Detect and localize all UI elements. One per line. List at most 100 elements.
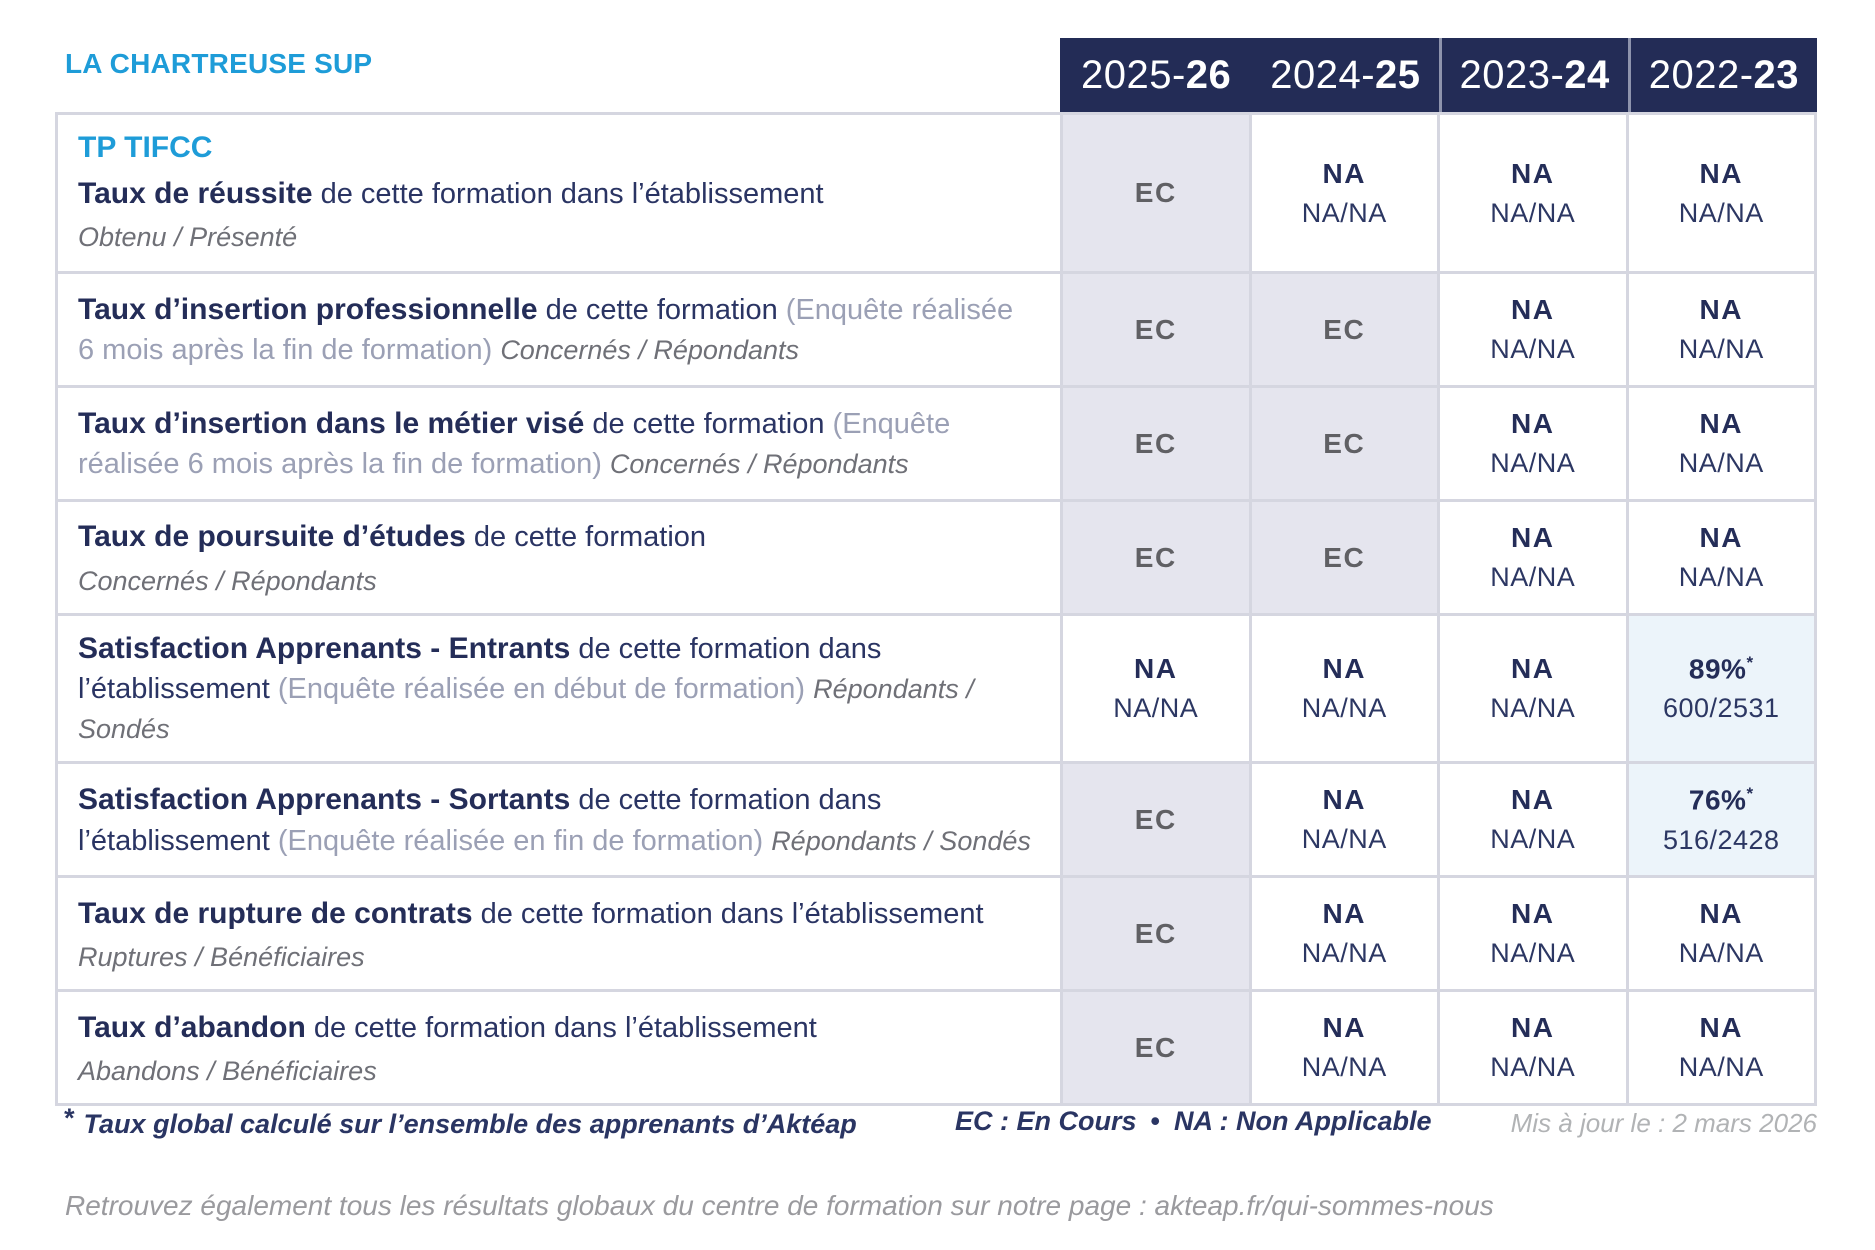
cell-detail: NA/NA (1301, 1052, 1387, 1083)
cell-value: NA (1322, 1012, 1366, 1044)
cell-detail: NA/NA (1678, 938, 1764, 969)
cell-value: EC (1134, 177, 1177, 208)
cell-2024-25: NA NA/NA (1248, 992, 1438, 1104)
cell-2022-23: NA NA/NA (1625, 502, 1815, 613)
cell-2025-26: EC (1060, 992, 1249, 1104)
cell-value: NA (1322, 898, 1366, 930)
table-body: TP TIFCC Taux de réussite de cette forma… (55, 112, 1817, 1107)
cell-2023-24: NA NA/NA (1437, 274, 1626, 385)
cell-value: NA (1134, 653, 1178, 685)
cell-2022-23: NA NA/NA (1625, 115, 1815, 271)
cell-2023-24: NA NA/NA (1437, 616, 1626, 762)
cell-2022-23-highlight: 76%* 516/2428 (1625, 764, 1814, 876)
cell-value: EC (1323, 427, 1366, 459)
row-title: Satisfaction Apprenants - Entrants (78, 632, 571, 665)
cell-2023-24: NA NA/NA (1437, 115, 1626, 271)
cell-value: EC (1323, 313, 1366, 345)
cell-value: NA (1322, 784, 1366, 816)
cell-value: NA (1511, 294, 1555, 325)
year-prefix: 2023- (1459, 52, 1565, 97)
cell-2025-26: EC (1060, 388, 1249, 499)
cell-2024-25: EC (1248, 388, 1437, 499)
asterisk-note-marker: * (1746, 784, 1754, 804)
cell-detail: NA/NA (1678, 562, 1764, 592)
cell-value: NA (1511, 157, 1555, 189)
row-title-line: Satisfaction Apprenants - Sortants de ce… (78, 779, 1034, 860)
cell-detail: NA/NA (1490, 1052, 1576, 1083)
row-survey-note: (Enquête réalisée 6 mois après la fin de… (78, 293, 1014, 367)
cell-value: NA (1511, 784, 1555, 816)
asterisk-note-marker: * (63, 1103, 74, 1133)
cell-detail: NA/NA (1113, 693, 1199, 724)
cell-value: EC (1134, 1031, 1177, 1063)
cell-value: EC (1134, 313, 1177, 345)
asterisk-note-marker: * (1746, 653, 1754, 673)
row-title-line: Taux d’insertion dans le métier visé de … (78, 403, 1034, 484)
cell-2022-23: NA NA/NA (1625, 992, 1815, 1104)
cell-2022-23: NA NA/NA (1625, 388, 1815, 499)
cell-detail: NA/NA (1678, 1052, 1764, 1083)
cell-detail: NA/NA (1678, 334, 1764, 364)
year-header-2024-25: 2024- 25 (1249, 38, 1439, 112)
row-description: de cette formation (473, 521, 707, 554)
cell-value: EC (1134, 541, 1177, 573)
cell-2024-25: NA NA/NA (1248, 878, 1438, 990)
row-title: Taux d’abandon (78, 1010, 306, 1044)
row-label: Taux de poursuite d’études de cette form… (58, 502, 1060, 613)
cell-value: NA (1511, 653, 1555, 685)
table-row-insertion-metier-vise: Taux d’insertion dans le métier visé de … (58, 385, 1814, 499)
row-sublabel: Ruptures / Bénéficiaires (78, 942, 365, 973)
cell-value: NA (1511, 898, 1555, 930)
year-suffix: 26 (1185, 52, 1232, 97)
cell-2024-25: NA NA/NA (1248, 616, 1438, 762)
cell-2025-26: NA NA/NA (1060, 616, 1249, 762)
row-title-line: Taux de rupture de contrats de cette for… (78, 893, 1034, 934)
cell-2024-25: EC (1248, 502, 1437, 613)
row-description: de cette formation dans l’établissement (78, 784, 882, 857)
table-row-satisfaction-sortants: Satisfaction Apprenants - Sortants de ce… (58, 761, 1814, 876)
cell-2025-26: EC (1060, 115, 1249, 271)
row-label: Taux d’abandon de cette formation dans l… (58, 992, 1060, 1103)
establishment-name: LA CHARTREUSE SUP (65, 48, 373, 79)
cell-2023-24: NA NA/NA (1437, 388, 1626, 499)
row-sublabel: Concernés / Répondants (609, 449, 909, 480)
year-suffix: 23 (1753, 52, 1800, 97)
cell-value: EC (1134, 803, 1177, 835)
row-description: de cette formation (592, 407, 825, 440)
row-description: de cette formation dans l’établissement (480, 897, 984, 930)
last-updated-date: Mis à jour le : 2 mars 2026 (1510, 1108, 1817, 1138)
cell-detail: NA/NA (1490, 448, 1576, 478)
cell-value: NA (1322, 157, 1366, 189)
cell-value: 76%* (1689, 784, 1754, 816)
row-description: de cette formation dans l’établissement (78, 633, 882, 706)
program-title: TP TIFCC (78, 130, 213, 164)
row-label: TP TIFCC Taux de réussite de cette forma… (58, 115, 1060, 271)
cell-2022-23: NA NA/NA (1625, 878, 1815, 990)
row-title-line: Taux de réussite de cette formation dans… (78, 173, 1034, 214)
row-survey-note: (Enquête réalisée en fin de formation) (277, 824, 764, 857)
year-prefix: 2025- (1080, 52, 1186, 97)
cell-value: EC (1134, 917, 1177, 949)
cell-detail: NA/NA (1301, 938, 1387, 969)
year-header-row: 2025- 26 2024- 25 2023- 24 2022- 23 (55, 38, 1817, 112)
legend-ec: EC : En Cours (955, 1106, 1137, 1136)
row-label: Taux de rupture de contrats de cette for… (58, 878, 1060, 989)
cell-value: NA (1699, 157, 1743, 189)
cell-2022-23-highlight: 89%* 600/2531 (1625, 616, 1814, 762)
cell-detail: NA/NA (1490, 197, 1576, 228)
global-results-link-note: Retrouvez également tous les résultats g… (65, 1190, 1494, 1221)
row-title-line: Satisfaction Apprenants - Entrants de ce… (78, 628, 1034, 749)
year-header-2025-26: 2025- 26 (1060, 38, 1250, 112)
year-suffix: 25 (1375, 52, 1421, 97)
year-header-2022-23: 2022- 23 (1627, 38, 1817, 112)
cell-2024-25: EC (1248, 274, 1437, 385)
cell-value: 89%* (1689, 653, 1754, 685)
row-title-line: Taux de poursuite d’études de cette form… (78, 516, 1034, 557)
cell-value: NA (1699, 1012, 1743, 1044)
percentage-value: 89% (1688, 653, 1747, 685)
row-label: Taux d’insertion dans le métier visé de … (58, 388, 1060, 499)
cell-2023-24: NA NA/NA (1437, 502, 1626, 613)
cell-value: NA (1699, 898, 1743, 930)
row-title: Taux de réussite (78, 176, 313, 210)
